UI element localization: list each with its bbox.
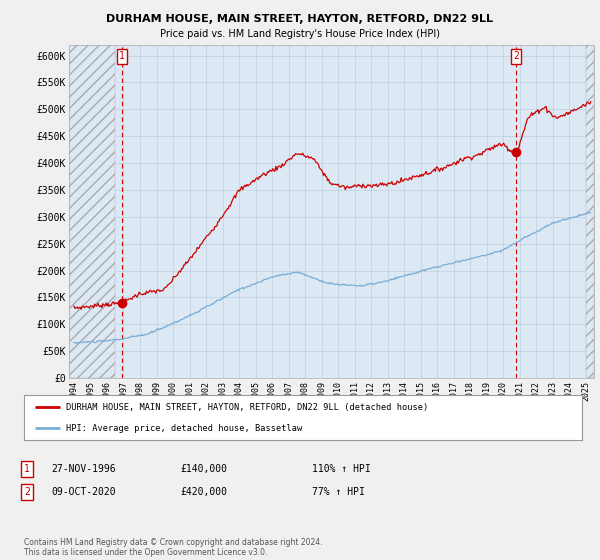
Text: DURHAM HOUSE, MAIN STREET, HAYTON, RETFORD, DN22 9LL (detached house): DURHAM HOUSE, MAIN STREET, HAYTON, RETFO… [66,403,428,412]
Text: Price paid vs. HM Land Registry's House Price Index (HPI): Price paid vs. HM Land Registry's House … [160,29,440,39]
Text: 2: 2 [513,52,519,62]
Text: 1: 1 [119,52,125,62]
Text: 1: 1 [24,464,30,474]
Text: 27-NOV-1996: 27-NOV-1996 [51,464,116,474]
Text: £140,000: £140,000 [180,464,227,474]
Text: DURHAM HOUSE, MAIN STREET, HAYTON, RETFORD, DN22 9LL: DURHAM HOUSE, MAIN STREET, HAYTON, RETFO… [107,14,493,24]
Text: 2: 2 [24,487,30,497]
Text: Contains HM Land Registry data © Crown copyright and database right 2024.
This d: Contains HM Land Registry data © Crown c… [24,538,323,557]
Text: HPI: Average price, detached house, Bassetlaw: HPI: Average price, detached house, Bass… [66,424,302,433]
Text: 110% ↑ HPI: 110% ↑ HPI [312,464,371,474]
Text: 77% ↑ HPI: 77% ↑ HPI [312,487,365,497]
Text: 09-OCT-2020: 09-OCT-2020 [51,487,116,497]
Text: £420,000: £420,000 [180,487,227,497]
